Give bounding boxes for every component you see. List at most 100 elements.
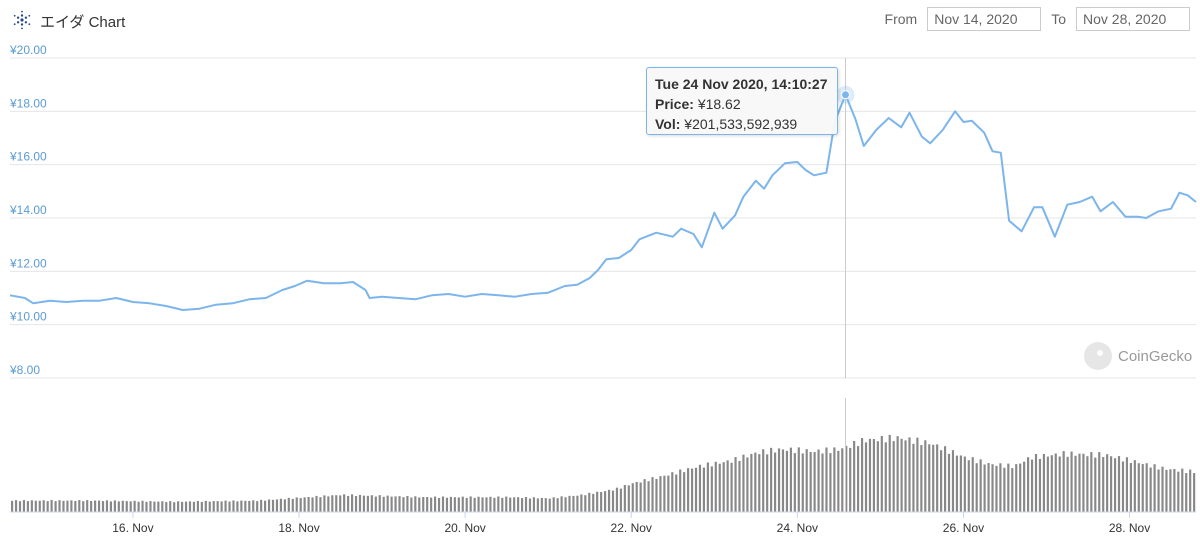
volume-bar: [572, 495, 575, 512]
volume-bar: [611, 490, 615, 512]
volume-bar: [1090, 452, 1093, 512]
volume-bar: [809, 451, 812, 512]
volume-bar: [445, 497, 449, 512]
volume-bar: [505, 496, 508, 512]
volume-bar: [564, 497, 567, 512]
volume-bar: [493, 497, 496, 512]
volume-bar: [78, 500, 81, 512]
volume-bar: [398, 496, 401, 512]
from-date-input[interactable]: [927, 7, 1042, 31]
volume-bar: [14, 500, 18, 512]
volume-bar: [50, 500, 53, 512]
volume-bar: [74, 501, 77, 512]
watermark-text: CoinGecko: [1118, 347, 1193, 365]
y-tick-label: ¥16.00: [9, 150, 47, 164]
volume-bar: [730, 462, 733, 512]
volume-bar: [501, 497, 504, 512]
volume-bar: [449, 496, 452, 512]
volume-bar: [434, 496, 437, 512]
volume-bar: [1121, 461, 1125, 512]
volume-bar: [1023, 461, 1026, 512]
volume-bar: [489, 496, 492, 512]
volume-bar: [520, 498, 524, 512]
volume-bar: [1074, 455, 1077, 512]
volume-bar: [1098, 452, 1101, 512]
volume-bar: [860, 438, 864, 512]
volume-bar: [702, 467, 705, 512]
volume-bar: [615, 487, 619, 512]
volume-bar: [947, 453, 951, 512]
volume-bar: [679, 469, 682, 512]
volume-bar: [1011, 468, 1014, 512]
x-tick-label: 16. Nov: [112, 521, 153, 535]
volume-bar: [560, 496, 563, 512]
volume-bar: [177, 501, 180, 512]
volume-bar: [797, 447, 800, 512]
volume-bar: [485, 497, 488, 512]
volume-bar: [453, 497, 456, 512]
volume-bar: [418, 497, 421, 512]
volume-bar: [872, 439, 875, 512]
volume-bar: [517, 497, 520, 512]
volume-bar: [1003, 467, 1006, 512]
volume-bar: [742, 454, 745, 512]
volume-bar: [252, 500, 255, 512]
volume-bar: [1054, 453, 1057, 512]
volume-bar: [327, 496, 330, 512]
volume-bar: [773, 452, 777, 512]
volume-bar: [777, 448, 781, 512]
volume-bar: [236, 501, 239, 512]
volume-bar: [149, 501, 152, 512]
volume-bar: [410, 497, 413, 512]
volume-bar: [1042, 453, 1045, 512]
volume-bar: [627, 485, 630, 512]
volume-bar: [568, 495, 571, 512]
volume-bar: [1117, 456, 1121, 512]
volume-bar: [959, 455, 962, 512]
chart-header: エイダ Chart From To: [0, 0, 1200, 40]
volume-bar: [1169, 469, 1172, 512]
highlight-point: [841, 90, 851, 100]
volume-bar: [936, 444, 939, 512]
volume-bar: [793, 453, 796, 512]
volume-bar: [153, 501, 156, 512]
volume-bar: [821, 453, 824, 512]
volume-bar: [1070, 451, 1073, 512]
volume-bar: [307, 496, 310, 512]
volume-bar: [900, 438, 903, 512]
volume-bar: [22, 500, 26, 512]
chart-title: エイダ Chart: [40, 14, 126, 31]
volume-bar: [161, 501, 164, 512]
volume-bar: [192, 501, 196, 512]
volume-bar: [1173, 468, 1176, 512]
volume-bar: [244, 500, 247, 512]
volume-bar: [279, 498, 282, 512]
volume-bar: [228, 501, 231, 512]
volume-bar: [588, 492, 591, 512]
volume-bar: [283, 499, 286, 512]
volume-bar: [971, 457, 974, 512]
volume-bar: [781, 449, 785, 512]
volume-bar: [667, 475, 670, 512]
volume-bar: [109, 501, 112, 512]
volume-bar: [849, 447, 852, 512]
volume-bar: [1129, 462, 1132, 512]
volume-bar: [995, 465, 998, 512]
volume-bar: [770, 447, 773, 512]
volume-bar: [940, 450, 943, 512]
volume-bar: [789, 447, 792, 512]
volume-bar: [86, 500, 89, 512]
volume-bar: [687, 468, 690, 512]
volume-bar: [220, 501, 223, 512]
x-tick-label: 26. Nov: [943, 521, 984, 535]
volume-bar: [576, 495, 579, 512]
volume-bar: [169, 501, 172, 512]
volume-bar: [1149, 467, 1152, 512]
volume-bar: [1189, 469, 1192, 512]
volume-bar: [655, 478, 658, 512]
to-date-input[interactable]: [1076, 7, 1190, 31]
x-tick-label: 20. Nov: [444, 521, 485, 535]
volume-bar: [880, 435, 883, 512]
volume-bar: [30, 500, 33, 512]
